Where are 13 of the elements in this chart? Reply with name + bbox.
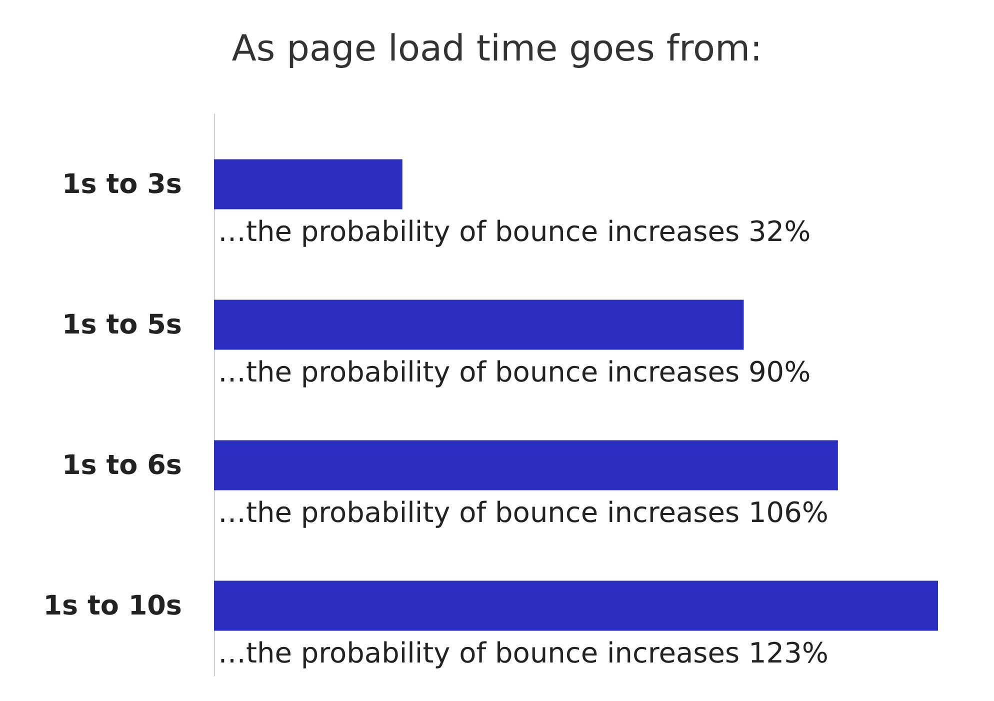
y-tick-label: 1s to 5s [62, 309, 182, 340]
y-tick-label: 1s to 6s [62, 450, 182, 481]
data-label: …the probability of bounce increases 90% [218, 355, 811, 388]
bar [214, 440, 838, 490]
y-tick-label: 1s to 3s [62, 168, 182, 200]
y-tick-label: 1s to 10s [43, 590, 182, 622]
data-label: …the probability of bounce increases 106% [218, 496, 829, 529]
bar [214, 300, 744, 350]
bar [214, 159, 402, 210]
bar [214, 580, 938, 631]
data-label: …the probability of bounce increases 123% [218, 636, 829, 670]
data-label: …the probability of bounce increases 32% [218, 214, 811, 248]
chart-title: As page load time goes from: [232, 28, 762, 70]
